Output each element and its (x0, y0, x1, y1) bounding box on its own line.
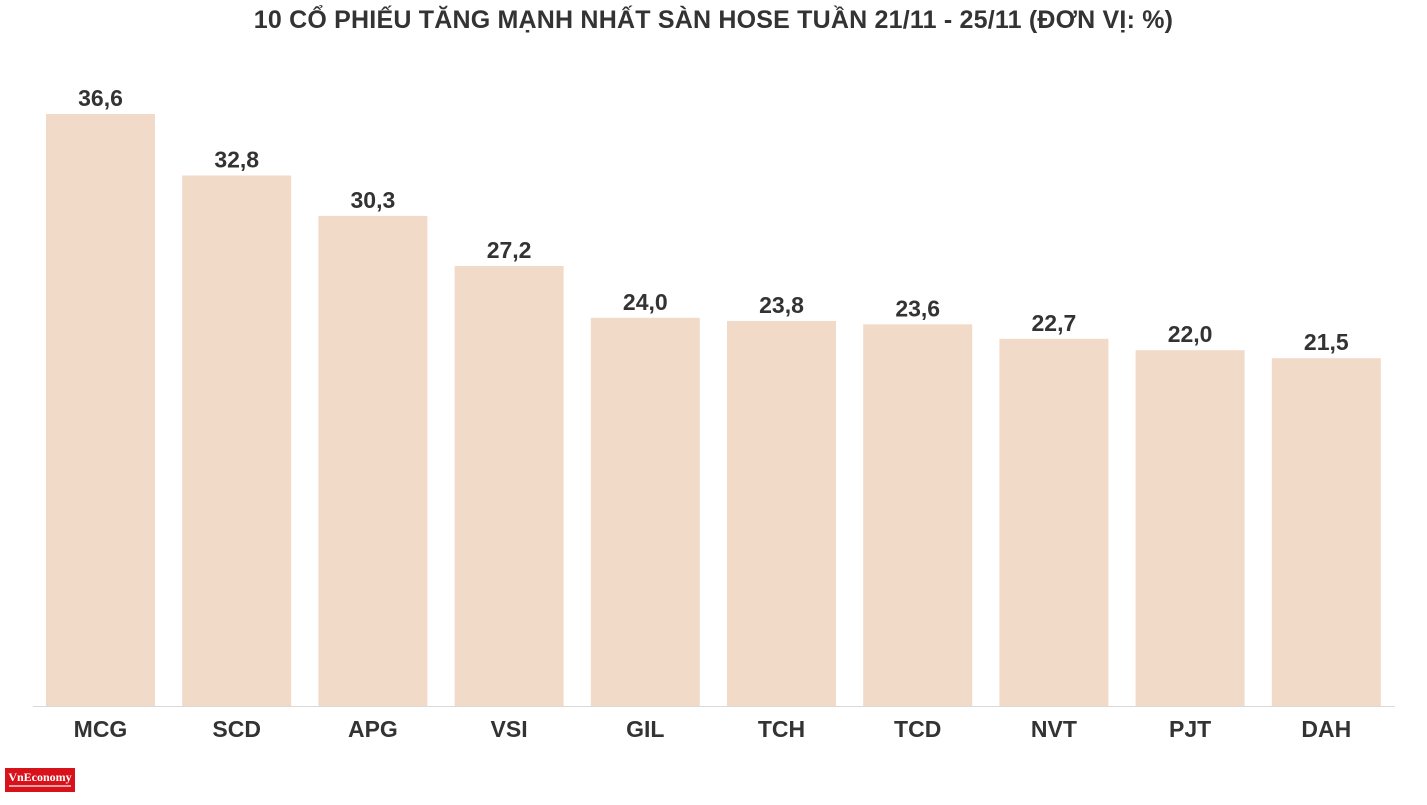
vneconomy-logo: VnEconomy (5, 768, 75, 792)
tick-label-scd: SCD (212, 716, 261, 742)
bar-scd (182, 176, 291, 707)
data-label-tcd: 23,6 (895, 295, 940, 321)
tick-label-tch: TCH (758, 716, 805, 742)
logo-underline (9, 785, 71, 787)
bar-pjt (1136, 350, 1245, 706)
data-label-mcg: 36,6 (78, 85, 123, 111)
data-label-nvt: 22,7 (1032, 310, 1077, 336)
tick-label-vsi: VSI (491, 716, 528, 742)
data-label-pjt: 22,0 (1168, 321, 1213, 347)
bar-vsi (455, 266, 564, 706)
tick-label-dah: DAH (1301, 716, 1351, 742)
tick-label-mcg: MCG (74, 716, 128, 742)
bar-gil (591, 318, 700, 706)
tick-label-gil: GIL (626, 716, 664, 742)
bar-apg (318, 216, 427, 706)
tick-label-apg: APG (348, 716, 398, 742)
data-label-scd: 32,8 (214, 147, 259, 173)
bar-dah (1272, 358, 1381, 706)
bar-mcg (46, 114, 155, 706)
tick-label-nvt: NVT (1031, 716, 1077, 742)
tick-label-pjt: PJT (1169, 716, 1211, 742)
data-label-dah: 21,5 (1304, 329, 1349, 355)
bar-nvt (999, 339, 1108, 706)
bar-tcd (863, 324, 972, 706)
data-label-tch: 23,8 (759, 292, 804, 318)
data-label-gil: 24,0 (623, 289, 668, 315)
logo-text: VnEconomy (5, 771, 75, 784)
tick-label-tcd: TCD (894, 716, 941, 742)
data-label-vsi: 27,2 (487, 237, 532, 263)
data-label-apg: 30,3 (351, 187, 396, 213)
bar-tch (727, 321, 836, 706)
